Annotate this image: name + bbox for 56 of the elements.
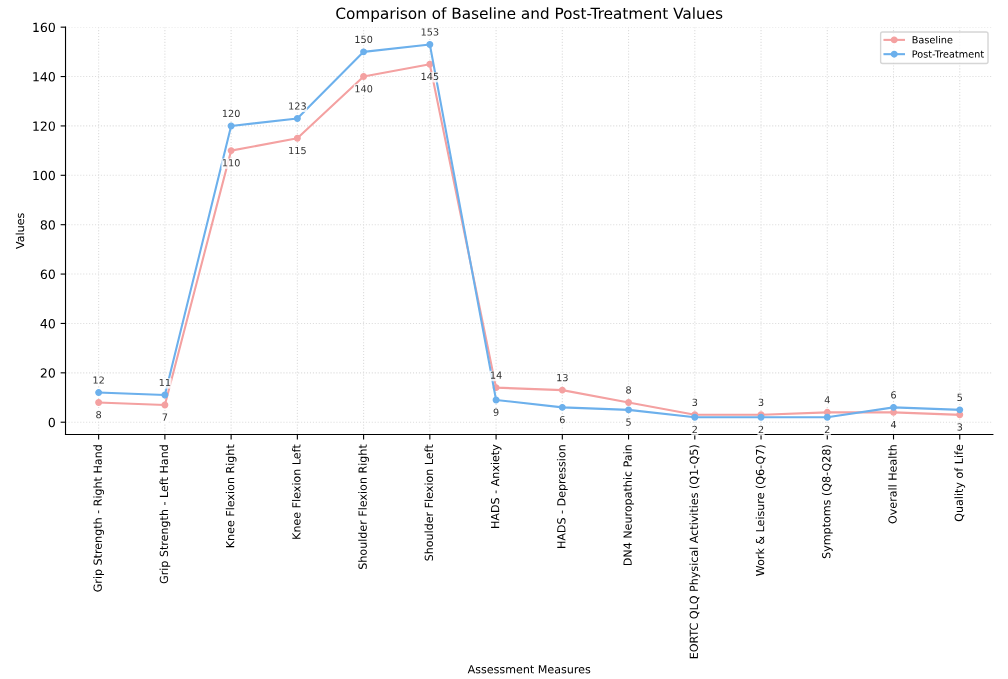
y-tick-label: 80 bbox=[40, 220, 55, 230]
data-label: 115 bbox=[289, 146, 306, 155]
data-label: 4 bbox=[890, 420, 897, 429]
y-tick-label: 120 bbox=[33, 121, 55, 131]
x-tick-label: Quality of Life bbox=[954, 444, 966, 522]
data-label: 123 bbox=[289, 102, 306, 110]
data-label: 2 bbox=[758, 425, 764, 433]
data-label: 140 bbox=[355, 85, 373, 93]
data-label: 12 bbox=[93, 376, 104, 384]
y-tick-label: 0 bbox=[48, 417, 55, 428]
x-tick-label: Shoulder Flexion Left bbox=[424, 444, 434, 561]
data-label: 120 bbox=[222, 109, 240, 118]
y-tick-label: 160 bbox=[33, 22, 55, 33]
data-label: 7 bbox=[162, 413, 168, 421]
x-tick-label: Shoulder Flexion Right bbox=[358, 444, 369, 569]
data-label: 3 bbox=[758, 398, 764, 406]
data-label: 13 bbox=[557, 373, 568, 382]
data-label: 3 bbox=[692, 398, 698, 406]
data-label: 110 bbox=[222, 159, 240, 167]
data-label: 14 bbox=[490, 371, 502, 379]
x-tick-label: Knee Flexion Right bbox=[225, 444, 237, 548]
legend-label: Post-Treatment bbox=[912, 50, 984, 58]
x-tick-label: Work & Leisure (Q6-Q7) bbox=[755, 445, 766, 576]
data-label: 6 bbox=[891, 391, 896, 399]
x-tick-label: Grip Strength - Left Hand bbox=[159, 445, 171, 584]
x-tick-label: Knee Flexion Left bbox=[291, 444, 301, 539]
x-tick-label: Overall Health bbox=[888, 445, 897, 524]
y-tick-label: 20 bbox=[40, 368, 55, 378]
y-tick-label: 140 bbox=[33, 72, 55, 82]
y-tick-label: 40 bbox=[40, 318, 55, 329]
data-label: 6 bbox=[559, 415, 565, 424]
data-label: 150 bbox=[355, 35, 373, 44]
x-tick-label: HADS - Depression bbox=[556, 445, 568, 548]
chart-title: Comparison of Baseline and Post-Treatment Values bbox=[336, 7, 723, 22]
legend-label: Baseline bbox=[912, 35, 953, 44]
data-label: 2 bbox=[824, 425, 830, 433]
x-axis-title: Assessment Measures bbox=[467, 665, 591, 674]
data-label: 4 bbox=[824, 396, 830, 404]
data-label: 9 bbox=[493, 408, 499, 416]
y-tick-label: 60 bbox=[40, 269, 55, 279]
data-label: 2 bbox=[692, 425, 697, 433]
data-label: 8 bbox=[626, 386, 631, 394]
data-label: 11 bbox=[159, 379, 171, 387]
data-label: 3 bbox=[957, 423, 963, 431]
x-tick-label: HADS - Anxiety bbox=[490, 444, 502, 528]
x-tick-label: Grip Strength - Right Hand bbox=[93, 445, 105, 592]
data-label: 145 bbox=[421, 72, 439, 81]
x-tick-label: DN4 Neuropathic Pain bbox=[623, 445, 634, 566]
y-axis-title: Values bbox=[15, 213, 25, 249]
x-tick-label: EORTC QLQ Physical Activities (Q1-Q5) bbox=[689, 445, 701, 659]
y-tick-label: 100 bbox=[33, 170, 55, 181]
data-label: 5 bbox=[626, 418, 631, 426]
data-label: 5 bbox=[957, 393, 962, 402]
data-label: 153 bbox=[421, 28, 439, 36]
data-label: 8 bbox=[96, 410, 102, 419]
x-tick-label: Symptoms (Q8-Q28) bbox=[821, 445, 833, 559]
